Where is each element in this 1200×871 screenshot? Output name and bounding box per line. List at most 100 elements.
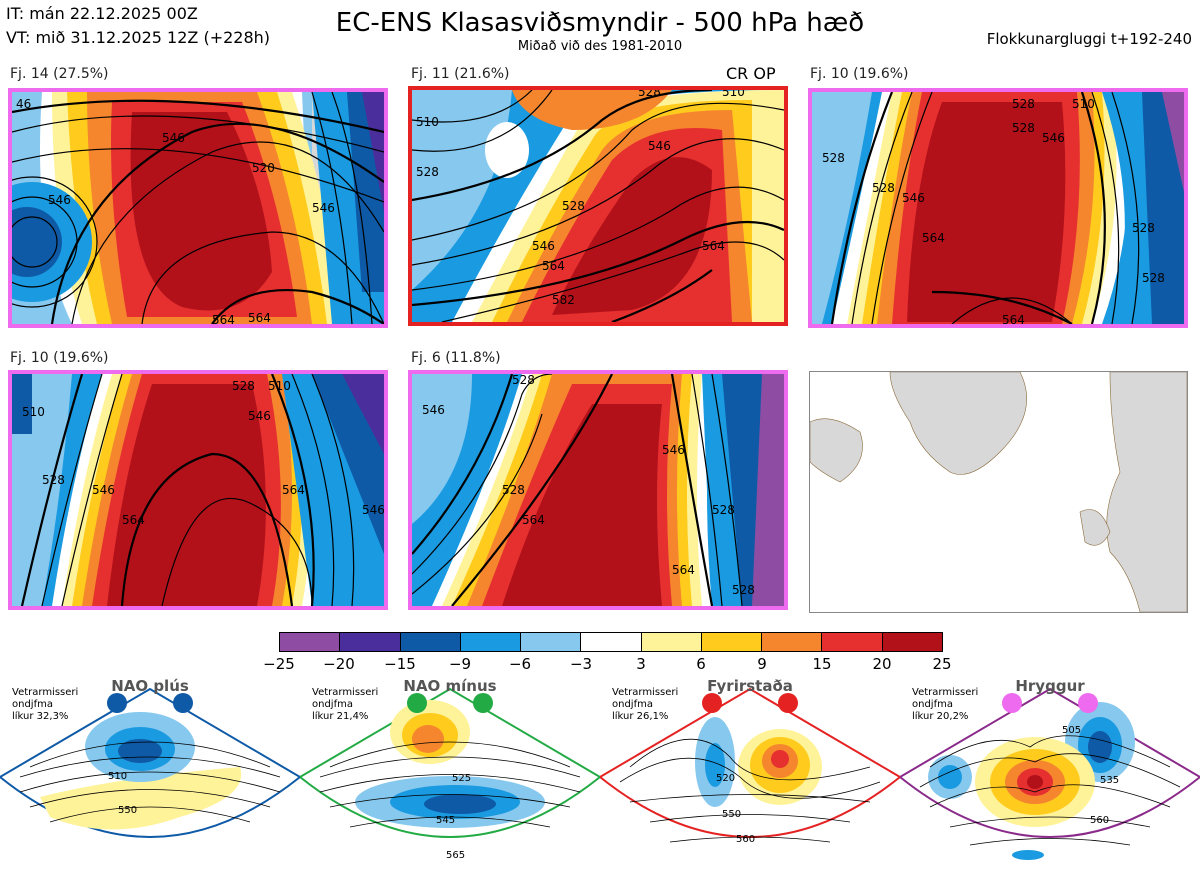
regime-nao-minus-map: 525 545 565: [300, 687, 600, 861]
regime-marker-dot: [173, 693, 193, 713]
regime-marker-dot: [1078, 693, 1098, 713]
regime-info-line: líkur 32,3%: [12, 711, 69, 722]
panel-2-contour-label: 564: [702, 239, 725, 253]
panel-3-contour-label: 528: [1142, 271, 1165, 285]
panel-5-contour-label: 564: [672, 563, 695, 577]
reference-map: [810, 372, 1187, 612]
regime-marker-dot: [107, 693, 127, 713]
panel-5-contour-label: 564: [522, 513, 545, 527]
panel-3-contour-label: 510: [1072, 97, 1095, 111]
panel-2-contour-label: 510: [416, 115, 439, 129]
regime-blocking-map: 520 550 560: [600, 687, 900, 845]
cluster-map-panel-3[interactable]: 510 528 528 546 564 546 528 528 564 528 …: [808, 88, 1188, 328]
regime-contour-label: 505: [1062, 725, 1081, 736]
panel-5-contour-label: 546: [662, 443, 685, 457]
panel-2-contour-label: 546: [648, 139, 671, 153]
regime-nao-plus-map: 510 550: [0, 687, 300, 838]
regime-contour-label: 520: [716, 773, 735, 784]
panel-2-contour-label: 528: [638, 90, 661, 99]
regime-name: NAO mínus: [403, 677, 497, 695]
panel-3-contour-label: 528: [822, 151, 845, 165]
regime-info-line: ondjfma: [912, 699, 953, 710]
panel-4-contour-label: 528: [232, 379, 255, 393]
cluster-map-panel-1[interactable]: 46 546 520 546 564 564 546: [8, 88, 388, 328]
colorbar-cell: [340, 633, 401, 651]
colorbar-tick: −15: [384, 655, 416, 673]
panel-4-contour-label: 546: [362, 503, 384, 517]
colorbar-tick: 20: [872, 655, 892, 673]
panel-5-contour-label: 546: [422, 403, 445, 417]
colorbar-cell: [701, 633, 763, 651]
panel-4-contour-label: 546: [92, 483, 115, 497]
panel-5-label: Fj. 6 (11.8%): [411, 350, 501, 366]
colorbar-tick: −3: [569, 655, 593, 673]
panel-5-contour-label: 528: [512, 374, 535, 387]
panel-1-contour-label: 564: [212, 313, 235, 324]
panel-3-contour-label: 564: [1002, 313, 1025, 324]
classification-window: Flokkunargluggi t+192-240: [986, 30, 1192, 48]
colorbar-tick: 15: [812, 655, 832, 673]
regime-contour-label: 560: [736, 834, 755, 845]
regime-contour-label: 560: [1090, 815, 1109, 826]
colorbar: [279, 632, 943, 652]
panel-3-contour-label: 528: [1132, 221, 1155, 235]
panel-4-label: Fj. 10 (19.6%): [10, 350, 109, 366]
panel-5-contour-label: 528: [732, 583, 755, 597]
colorbar-cell: [822, 633, 883, 651]
panel-5-contour-label: 528: [712, 503, 735, 517]
regime-ridge[interactable]: 505 535 560 Hryggur Vetrarmisseri ondjfm…: [900, 677, 1200, 871]
panel-4-contour-label: 510: [268, 379, 291, 393]
regime-info: Vetrarmisseri ondjfma líkur 32,3%: [12, 687, 78, 723]
cluster-map-5: 528 546 564 528 564 546 528 528: [412, 374, 784, 606]
regime-info-line: líkur 21,4%: [312, 711, 369, 722]
regime-contour-label: 535: [1100, 775, 1119, 786]
regime-info-line: Vetrarmisseri: [12, 687, 79, 698]
regime-name: NAO plús: [111, 677, 189, 695]
panel-2-contour-label: 510: [722, 90, 745, 99]
panel-3-contour-label: 528: [1012, 97, 1035, 111]
panel-1-contour-label: 46: [16, 97, 31, 111]
regime-contour-label: 565: [446, 850, 465, 861]
cr-op-label: CR OP: [726, 64, 776, 83]
panel-2-contour-label: 582: [552, 293, 575, 307]
colorbar-tick: −20: [323, 655, 355, 673]
colorbar-cell: [641, 633, 702, 651]
regime-marker-dot: [1002, 693, 1022, 713]
colorbar-tick: −6: [508, 655, 532, 673]
regime-contour-label: 550: [722, 809, 741, 820]
regime-info: Vetrarmisseri ondjfma líkur 20,2%: [912, 687, 978, 723]
panel-2-contour-label: 546: [532, 239, 555, 253]
panel-3-contour-label: 546: [1042, 131, 1065, 145]
regime-marker-dot: [407, 693, 427, 713]
panel-1-contour-label: 546: [162, 131, 185, 145]
colorbar-cell: [280, 633, 341, 651]
panel-1-contour-label: 546: [48, 193, 71, 207]
colorbar-tick: 9: [757, 655, 767, 673]
panel-1-contour-label: 564: [248, 311, 271, 324]
regime-info-line: Vetrarmisseri: [312, 687, 379, 698]
cluster-map-panel-4[interactable]: 510 528 528 546 564 510 546 564 546: [8, 370, 388, 610]
regime-name: Fyrirstaða: [707, 677, 793, 695]
page-subtitle: Miðað við des 1981-2010: [517, 39, 683, 54]
panel-1-contour-label: 546: [312, 201, 335, 215]
panel-4-contour-label: 546: [248, 409, 271, 423]
regime-info-line: líkur 26,1%: [612, 711, 669, 722]
panel-5-contour-label: 528: [502, 483, 525, 497]
regime-contour-label: 510: [108, 771, 127, 782]
valid-time: VT: mið 31.12.2025 12Z (+228h): [6, 28, 271, 47]
panel-1-label: Fj. 14 (27.5%): [10, 66, 109, 82]
cluster-map-panel-2[interactable]: 510 528 546 528 546 564 564 582 528 510: [408, 86, 788, 326]
cluster-map-panel-5[interactable]: 528 546 564 528 564 546 528 528: [408, 370, 788, 610]
panel-4-contour-label: 564: [282, 483, 305, 497]
regime-blocking[interactable]: 520 550 560 Fyrirstaða Vetrarmisseri ond…: [600, 677, 900, 871]
panel-3-contour-label: 528: [1012, 121, 1035, 135]
regime-ridge-map: 505 535 560: [900, 687, 1200, 860]
panel-3-contour-label: 564: [922, 231, 945, 245]
issue-time: IT: mán 22.12.2025 00Z: [6, 4, 198, 23]
page-title: EC-ENS Klasasviðsmyndir - 500 hPa hæð: [335, 8, 865, 38]
regime-nao-plus[interactable]: 510 550 NAO plús Vetrarmisseri ondjfma l…: [0, 677, 300, 871]
regime-nao-minus[interactable]: 525 545 565 NAO mínus Vetrarmisseri ondj…: [300, 677, 600, 871]
colorbar-tick: 6: [696, 655, 706, 673]
colorbar-cell: [521, 633, 582, 651]
colorbar-tick: 3: [636, 655, 646, 673]
